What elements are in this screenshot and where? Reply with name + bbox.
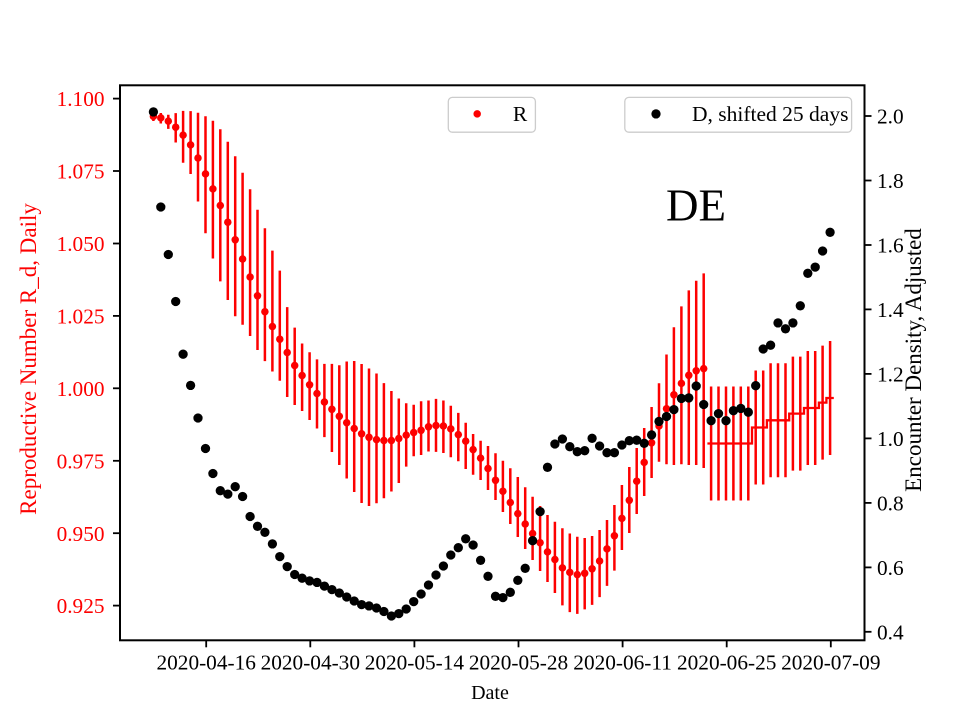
svg-text:1.025: 1.025 [57,305,105,329]
svg-text:2020-06-11: 2020-06-11 [573,651,672,675]
svg-text:1.0: 1.0 [877,427,904,451]
svg-text:0.925: 0.925 [57,594,105,618]
svg-text:2020-06-25: 2020-06-25 [677,651,776,675]
svg-text:Date: Date [471,682,509,704]
svg-text:2020-04-30: 2020-04-30 [261,651,360,675]
svg-text:DE: DE [666,181,726,231]
svg-text:1.100: 1.100 [57,87,105,111]
svg-text:1.4: 1.4 [877,298,904,322]
svg-text:0.975: 0.975 [57,449,105,473]
svg-text:2020-05-28: 2020-05-28 [469,651,568,675]
svg-text:Encounter Density, Adjusted: Encounter Density, Adjusted [901,228,926,492]
svg-text:1.075: 1.075 [57,160,105,184]
svg-text:1.050: 1.050 [57,232,105,256]
svg-text:2020-04-16: 2020-04-16 [157,651,257,675]
svg-text:0.4: 0.4 [877,620,904,644]
svg-text:R: R [513,102,528,126]
svg-text:2020-07-09: 2020-07-09 [781,651,880,675]
svg-text:Reproductive Number R_d, Daily: Reproductive Number R_d, Daily [16,203,41,515]
svg-text:1.8: 1.8 [877,169,904,193]
svg-text:0.950: 0.950 [57,522,105,546]
svg-text:2020-05-14: 2020-05-14 [365,651,465,675]
svg-text:0.8: 0.8 [877,492,904,516]
svg-text:1.6: 1.6 [877,234,904,258]
svg-text:2.0: 2.0 [877,105,904,129]
svg-text:1.2: 1.2 [877,363,904,387]
svg-text:0.6: 0.6 [877,556,904,580]
svg-text:D, shifted 25 days: D, shifted 25 days [692,102,848,126]
svg-text:1.000: 1.000 [57,377,105,401]
